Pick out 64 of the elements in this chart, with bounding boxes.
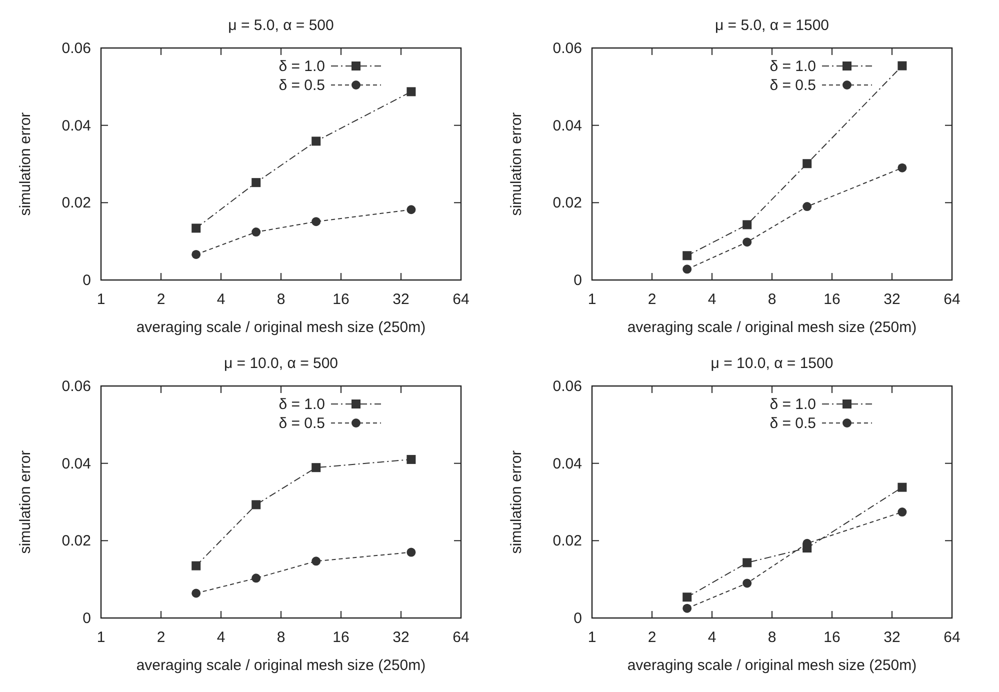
x-tick-label: 2 xyxy=(156,629,166,646)
y-tick-label: 0 xyxy=(82,272,91,289)
x-tick-label: 1 xyxy=(588,629,596,646)
legend-label: δ = 0.5 xyxy=(770,415,816,432)
legend-label: δ = 0.5 xyxy=(770,77,816,94)
x-tick-label: 2 xyxy=(648,629,656,646)
legend-label: δ = 0.5 xyxy=(278,415,325,432)
legend-label: δ = 1.0 xyxy=(278,58,325,75)
x-tick-label: 64 xyxy=(944,629,960,646)
x-axis-title: averaging scale / original mesh size (250m) xyxy=(136,319,426,336)
y-tick-label: 0.02 xyxy=(552,194,582,212)
x-tick-label: 16 xyxy=(332,291,350,308)
chart-title: μ = 10.0, α = 500 xyxy=(224,355,338,372)
legend-label: δ = 1.0 xyxy=(770,58,816,75)
x-tick-label: 8 xyxy=(768,629,776,646)
x-tick-label: 4 xyxy=(708,291,716,308)
y-tick-label: 0 xyxy=(82,610,91,627)
y-tick-label: 0.02 xyxy=(552,532,582,550)
x-tick-label: 8 xyxy=(768,291,776,308)
y-tick-label: 0.04 xyxy=(552,117,582,134)
y-tick-label: 0.04 xyxy=(552,455,582,472)
x-tick-label: 8 xyxy=(276,629,286,646)
x-tick-label: 16 xyxy=(824,291,840,308)
x-tick-label: 64 xyxy=(452,629,470,646)
chart-title: μ = 5.0, α = 500 xyxy=(228,17,334,34)
y-tick-label: 0.04 xyxy=(62,455,91,472)
x-tick-label: 4 xyxy=(216,291,226,308)
x-tick-label: 16 xyxy=(332,629,350,646)
y-axis-title: simulation error xyxy=(508,112,525,216)
x-tick-label: 1 xyxy=(588,291,596,308)
y-tick-label: 0.06 xyxy=(552,378,582,395)
y-tick-label: 0.02 xyxy=(62,532,91,550)
y-axis-title: simulation error xyxy=(17,112,34,216)
legend-label: δ = 1.0 xyxy=(770,396,816,413)
x-axis-title: averaging scale / original mesh size (250m) xyxy=(627,657,917,674)
legend-label: δ = 1.0 xyxy=(278,396,325,413)
x-tick-label: 4 xyxy=(708,629,716,646)
x-tick-label: 2 xyxy=(156,291,166,308)
y-axis-title: simulation error xyxy=(508,450,525,554)
y-tick-label: 0.06 xyxy=(62,40,91,57)
x-tick-label: 32 xyxy=(392,291,410,308)
y-tick-label: 0 xyxy=(574,610,582,627)
y-tick-label: 0.06 xyxy=(62,378,91,395)
x-tick-label: 32 xyxy=(392,629,410,646)
x-tick-label: 2 xyxy=(648,291,656,308)
x-axis-title: averaging scale / original mesh size (250m) xyxy=(136,657,426,674)
x-tick-label: 4 xyxy=(216,629,226,646)
y-axis-title: simulation error xyxy=(17,450,34,554)
x-tick-label: 32 xyxy=(884,629,900,646)
x-tick-label: 64 xyxy=(452,291,470,308)
x-tick-label: 1 xyxy=(96,291,106,308)
y-tick-label: 0.04 xyxy=(62,117,91,134)
y-tick-label: 0 xyxy=(574,272,582,289)
x-tick-label: 8 xyxy=(276,291,286,308)
y-tick-label: 0.06 xyxy=(552,40,582,57)
chart-title: μ = 5.0, α = 1500 xyxy=(714,17,830,34)
x-tick-label: 64 xyxy=(944,291,960,308)
x-axis-title: averaging scale / original mesh size (250m) xyxy=(627,319,917,336)
chart-title: μ = 10.0, α = 1500 xyxy=(710,355,834,372)
x-tick-label: 1 xyxy=(96,629,106,646)
y-tick-label: 0.02 xyxy=(62,194,91,212)
x-tick-label: 32 xyxy=(884,291,900,308)
legend-label: δ = 0.5 xyxy=(278,77,325,94)
x-tick-label: 16 xyxy=(824,629,840,646)
